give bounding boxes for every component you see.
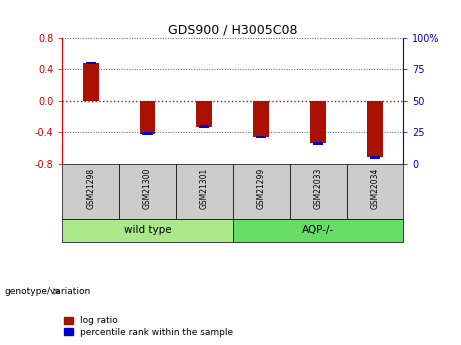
Text: genotype/variation: genotype/variation xyxy=(5,287,91,296)
Text: GSM21300: GSM21300 xyxy=(143,168,152,209)
Title: GDS900 / H3005C08: GDS900 / H3005C08 xyxy=(168,24,297,37)
Bar xyxy=(290,164,347,219)
Bar xyxy=(196,101,213,127)
Text: GSM21301: GSM21301 xyxy=(200,168,209,209)
Bar xyxy=(313,142,323,145)
Bar xyxy=(176,164,233,219)
Text: GSM22034: GSM22034 xyxy=(371,168,379,209)
Bar xyxy=(62,219,233,241)
Text: GSM21298: GSM21298 xyxy=(86,168,95,209)
Bar xyxy=(62,164,119,219)
Bar xyxy=(367,101,383,157)
Text: wild type: wild type xyxy=(124,225,171,235)
Text: GSM22033: GSM22033 xyxy=(313,168,323,209)
Bar xyxy=(142,132,153,135)
Bar xyxy=(256,136,266,138)
Bar xyxy=(310,101,326,143)
Bar xyxy=(347,164,403,219)
Text: AQP-/-: AQP-/- xyxy=(302,225,334,235)
Bar xyxy=(140,101,155,134)
Text: GSM21299: GSM21299 xyxy=(257,168,266,209)
Bar xyxy=(83,63,99,101)
Legend: log ratio, percentile rank within the sample: log ratio, percentile rank within the sa… xyxy=(65,316,233,337)
Bar xyxy=(86,62,96,65)
Bar xyxy=(199,125,209,128)
Bar xyxy=(370,156,380,159)
Bar xyxy=(233,219,403,241)
Bar xyxy=(233,164,290,219)
Bar xyxy=(119,164,176,219)
Bar xyxy=(253,101,269,137)
